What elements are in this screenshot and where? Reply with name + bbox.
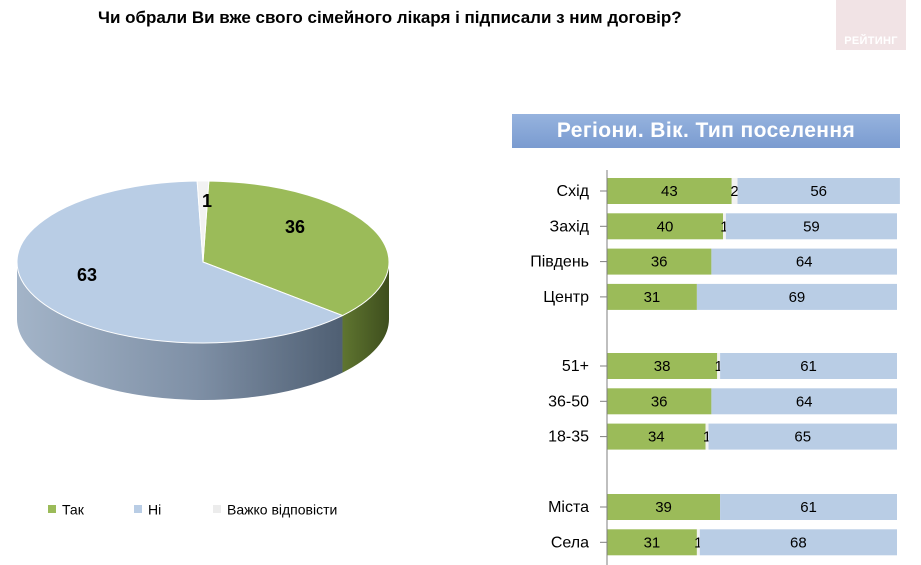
bar-category-label: Захід xyxy=(550,218,590,235)
bar-segment-hard xyxy=(723,213,726,240)
legend-label-yes: Так xyxy=(62,501,84,518)
bar-value-no: 64 xyxy=(796,393,813,410)
bar-value-no: 61 xyxy=(800,358,817,375)
bar-segment-no xyxy=(711,388,897,415)
bar-value-no: 64 xyxy=(796,254,813,271)
bar-value-no: 56 xyxy=(810,183,827,200)
bar-segment-no xyxy=(711,248,897,275)
bar-segment-yes xyxy=(607,529,697,556)
bar-category-label: 18-35 xyxy=(548,429,589,446)
bar-segment-hard xyxy=(731,178,738,204)
bar-value-yes: 36 xyxy=(651,254,668,271)
bar-value-no: 68 xyxy=(790,534,807,551)
bar-value-yes: 36 xyxy=(651,393,668,410)
pie-slice-yes xyxy=(202,180,390,317)
bar-value-yes: 39 xyxy=(655,499,672,516)
bar-value-hard: 2 xyxy=(730,183,738,200)
pie-label-no: 63 xyxy=(77,265,97,285)
bar-value-hard: 1 xyxy=(703,429,711,446)
legend-item-yes: Так xyxy=(48,500,84,517)
bar-segment-yes xyxy=(607,248,712,275)
legend-swatch-no xyxy=(134,505,142,514)
bar-category-label: 51+ xyxy=(562,358,589,375)
bar-segment-hard xyxy=(705,423,709,450)
pie-slice-no xyxy=(16,180,344,344)
bar-segment-yes xyxy=(607,353,718,379)
bar-segment-yes xyxy=(607,423,706,450)
pie-side-yes xyxy=(342,262,389,373)
bar-category-label: 36-50 xyxy=(548,393,589,410)
bar-category-label: Села xyxy=(551,534,589,551)
logo-text: РЕЙТИНГ xyxy=(844,35,898,47)
bar-category-label: Міста xyxy=(548,499,589,516)
bar-value-yes: 40 xyxy=(657,218,674,235)
chart-title: Чи обрали Ви вже свого сімейного лікаря … xyxy=(98,8,682,27)
bar-value-no: 69 xyxy=(789,289,806,306)
bar-segment-no xyxy=(720,494,897,520)
bar-segment-yes xyxy=(607,178,732,204)
legend-label-hard: Важко відповісти xyxy=(227,501,338,518)
bar-segment-yes xyxy=(607,213,723,240)
rating-logo: РЕЙТИНГ xyxy=(836,0,906,50)
legend-label-no: Ні xyxy=(148,501,162,518)
pie-label-hard: 1 xyxy=(202,191,212,211)
bar-segment-no xyxy=(725,213,897,240)
bar-value-yes: 31 xyxy=(644,534,661,551)
bar-segment-no xyxy=(699,529,897,556)
bar-segment-no xyxy=(737,178,900,204)
bar-segment-no xyxy=(720,353,897,379)
bar-value-yes: 43 xyxy=(661,183,678,200)
bar-category-label: Схід xyxy=(557,183,590,200)
bar-segment-no xyxy=(696,283,897,310)
pie-side-no xyxy=(17,262,343,400)
bar-segment-hard xyxy=(696,529,700,556)
bar-value-hard: 1 xyxy=(694,534,702,551)
legend-item-no: Ні xyxy=(134,500,161,517)
bar-segment-no xyxy=(708,423,897,450)
breakdown-header: Регіони. Вік. Тип поселення xyxy=(512,114,900,148)
pie-label-yes: 36 xyxy=(285,217,305,237)
legend-swatch-hard xyxy=(213,505,221,514)
bar-segment-yes xyxy=(607,494,721,520)
bar-value-no: 61 xyxy=(800,499,817,516)
bar-value-no: 65 xyxy=(794,429,811,446)
bar-category-label: Центр xyxy=(543,289,589,306)
bar-value-hard: 1 xyxy=(720,218,728,235)
bar-value-yes: 34 xyxy=(648,429,665,446)
bar-value-no: 59 xyxy=(803,218,820,235)
pie-slice-hard xyxy=(196,180,210,263)
legend-swatch-yes xyxy=(48,505,56,514)
bar-value-yes: 38 xyxy=(654,358,671,375)
bar-segment-yes xyxy=(607,388,712,415)
bar-value-hard: 1 xyxy=(714,358,722,375)
bar-value-yes: 31 xyxy=(644,289,661,306)
bar-segment-hard xyxy=(717,353,721,379)
bar-segment-yes xyxy=(607,283,697,310)
bar-category-label: Південь xyxy=(530,254,589,271)
legend-item-hard: Важко відповісти xyxy=(213,500,337,517)
